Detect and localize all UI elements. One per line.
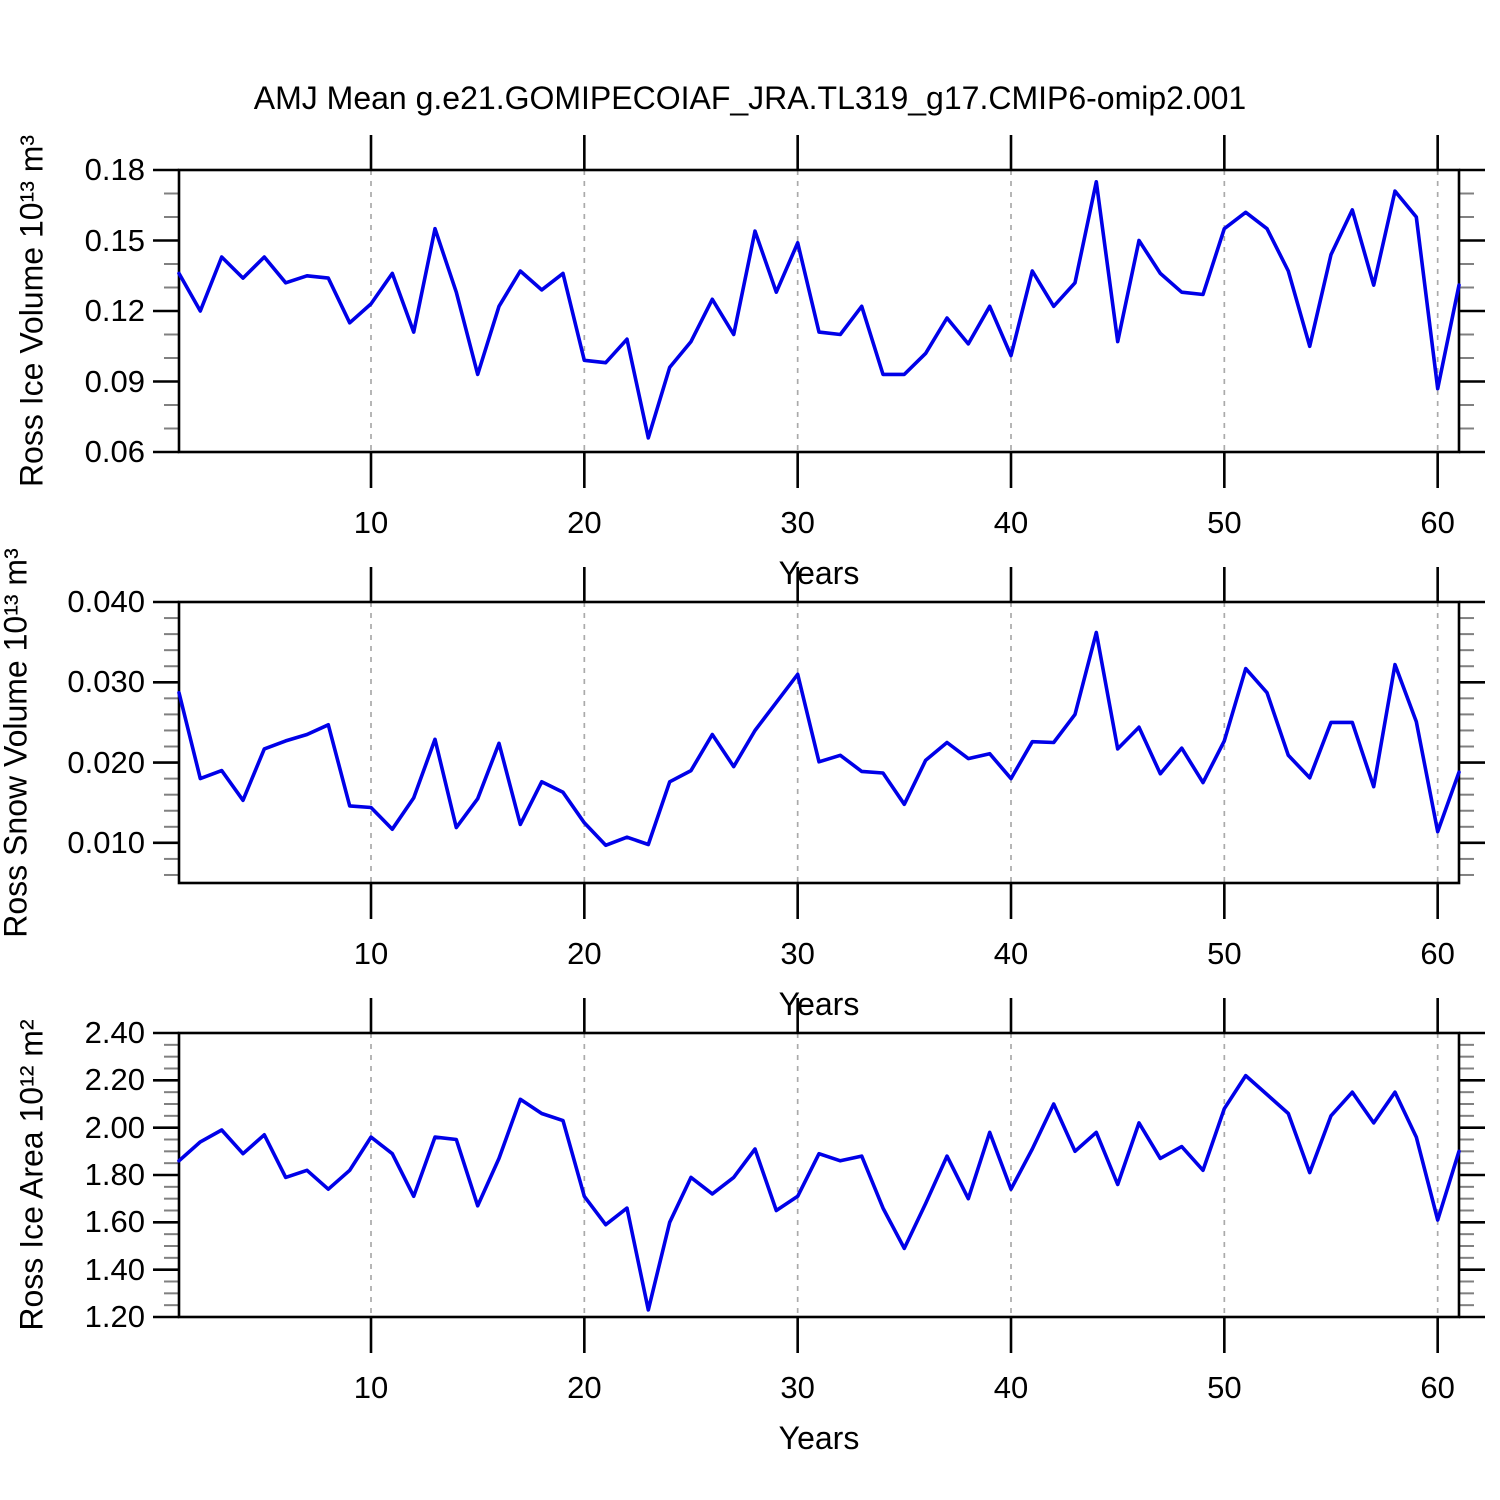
x-tick-label: 10	[353, 936, 389, 971]
x-axis-title-ross-ice-area: Years	[778, 1420, 860, 1456]
y-tick-label: 1.40	[84, 1251, 145, 1287]
y-tick-label: 0.040	[67, 584, 145, 619]
series-line-ross-ice-area	[177, 1073, 1461, 1312]
x-axis-title-ross-ice-volume: Years	[778, 555, 860, 591]
y-axis-title-ross-ice-volume: Ross Ice Volume 10¹³ m³	[13, 134, 50, 488]
x-tick-label: 50	[1207, 936, 1242, 971]
x-tick-label: 60	[1420, 936, 1455, 971]
x-tick-label: 30	[780, 505, 815, 540]
x-tick-label: 40	[993, 1370, 1029, 1405]
y-axis-title-ross-snow-volume: Ross Snow Volume 10¹³ m³	[0, 547, 34, 938]
x-tick-label: 40	[993, 505, 1029, 540]
x-tick-label: 10	[353, 1370, 389, 1405]
series-line-ross-ice-volume	[177, 180, 1461, 440]
y-tick-label: 0.06	[84, 434, 145, 469]
series-line-ross-snow-volume	[177, 630, 1461, 848]
y-tick-label: 2.00	[84, 1109, 145, 1145]
x-tick-label: 40	[993, 936, 1029, 971]
y-tick-label: 2.40	[84, 1015, 145, 1050]
y-tick-label: 0.020	[67, 744, 145, 780]
panel-border	[177, 168, 1461, 454]
x-tick-label: 30	[780, 936, 815, 971]
x-tick-label: 20	[567, 936, 602, 971]
x-tick-label: 30	[780, 1370, 815, 1405]
y-axis-title-ross-ice-area: Ross Ice Area 10¹² m²	[13, 1019, 50, 1331]
x-tick-label: 50	[1207, 505, 1242, 540]
x-tick-label: 10	[353, 505, 389, 540]
y-tick-label: 1.20	[84, 1299, 145, 1334]
panel-border	[177, 1031, 1461, 1319]
x-tick-label: 60	[1420, 505, 1455, 540]
y-tick-label: 1.80	[84, 1157, 145, 1192]
y-tick-label: 0.010	[67, 824, 145, 860]
y-tick-label: 1.60	[84, 1204, 145, 1240]
y-tick-label: 0.09	[84, 363, 145, 399]
x-tick-label: 60	[1420, 1370, 1455, 1405]
y-tick-label: 0.030	[67, 664, 145, 700]
panel-border	[177, 600, 1461, 885]
y-tick-label: 2.20	[84, 1062, 145, 1098]
y-tick-label: 0.12	[84, 293, 145, 328]
x-axis-title-ross-snow-volume: Years	[778, 986, 860, 1022]
chart-title: AMJ Mean g.e21.GOMIPECOIAF_JRA.TL319_g17…	[253, 80, 1247, 116]
x-tick-label: 20	[567, 1370, 602, 1405]
y-tick-label: 0.18	[84, 152, 145, 187]
x-tick-label: 50	[1207, 1370, 1242, 1405]
x-tick-label: 20	[567, 505, 602, 540]
y-tick-label: 0.15	[84, 222, 145, 258]
